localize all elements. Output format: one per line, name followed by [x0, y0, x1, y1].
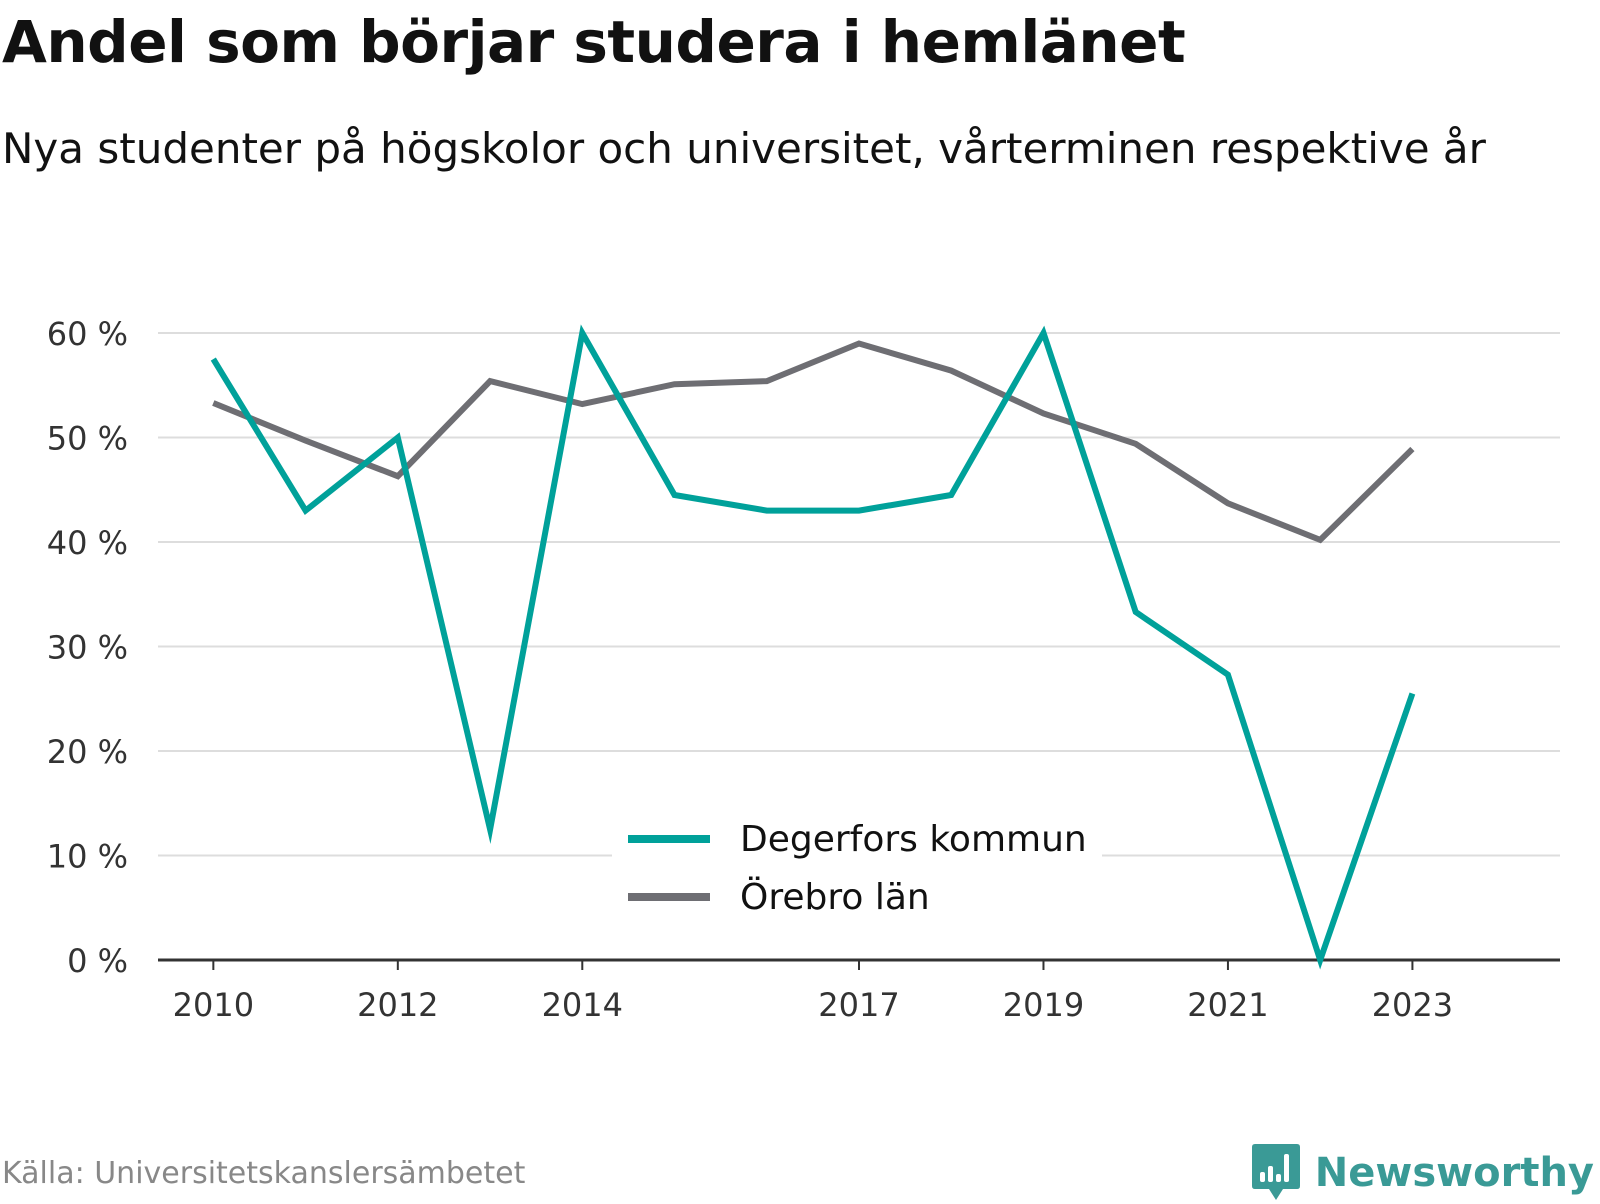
y-tick-label: 20 %	[47, 733, 128, 771]
legend-label: Örebro län	[740, 876, 930, 918]
y-tick-label: 40 %	[47, 524, 128, 562]
x-tick-label: 2019	[1003, 986, 1084, 1024]
x-axis-ticks: 2010 2012 2014 2017 2019 2021 2023	[173, 960, 1453, 1024]
series-line-degerfors	[210, 324, 1416, 970]
x-tick-label: 2017	[818, 986, 899, 1024]
legend-label: Degerfors kommun	[740, 819, 1087, 860]
x-tick-label: 2021	[1187, 986, 1268, 1024]
grid-lines	[158, 332, 1560, 857]
y-tick-label: 50 %	[47, 420, 128, 458]
legend: Degerfors kommun Örebro län	[612, 808, 1102, 926]
x-tick-label: 2012	[357, 986, 438, 1024]
y-axis-ticks: 0 % 10 % 20 % 30 % 40 % 50 % 60 %	[47, 315, 128, 980]
y-tick-label: 10 %	[47, 838, 128, 876]
x-tick-label: 2014	[542, 986, 623, 1024]
y-tick-label: 0 %	[67, 942, 128, 980]
x-tick-label: 2010	[173, 986, 254, 1024]
brand-name: Newsworthy	[1314, 1150, 1594, 1196]
y-tick-label: 30 %	[47, 629, 128, 667]
brand-logo: Newsworthy	[1251, 1142, 1594, 1204]
chart-subtitle: Nya studenter på högskolor och universit…	[2, 124, 1486, 173]
line-chart: 0 % 10 % 20 % 30 % 40 % 50 % 60 % 2010 2012 2014…	[47, 315, 1560, 1024]
chart-title: Andel som börjar studera i hemlänet	[2, 8, 1186, 76]
series-line-orebro	[212, 340, 1415, 544]
bar-chart-speech-bubble-icon	[1251, 1144, 1300, 1200]
x-tick-label: 2023	[1372, 986, 1453, 1024]
y-tick-label: 60 %	[47, 315, 128, 353]
legend-background	[612, 808, 1102, 926]
source-note: Källa: Universitetskanslersämbetet	[2, 1156, 526, 1191]
series-lines	[210, 324, 1416, 970]
